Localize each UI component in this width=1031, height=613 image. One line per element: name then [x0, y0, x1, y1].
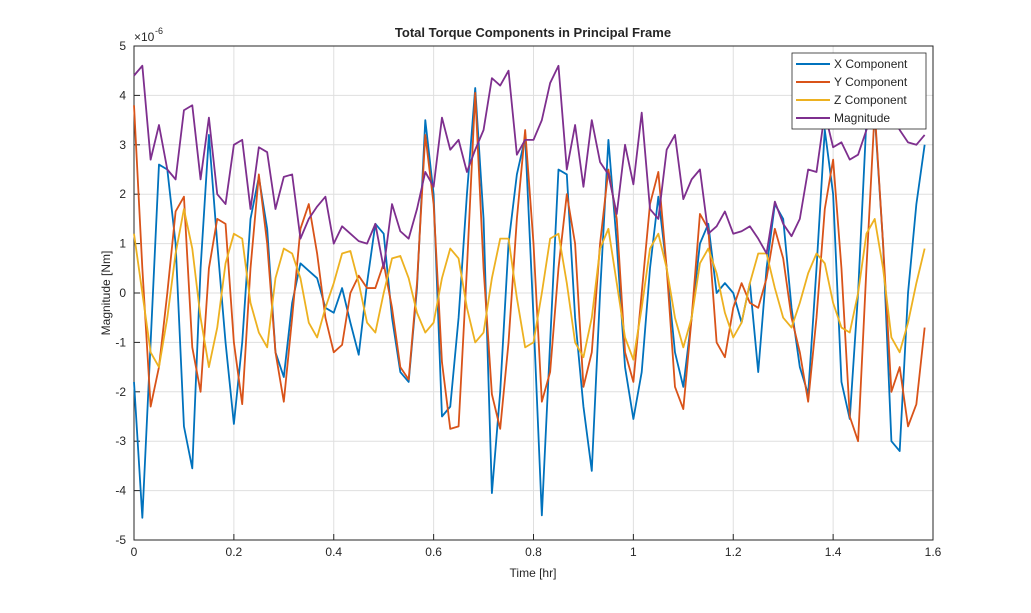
- x-tick-label: 0.4: [325, 545, 342, 559]
- x-tick-label: 1.6: [925, 545, 942, 559]
- x-tick-label: 0.8: [525, 545, 542, 559]
- y-tick-label: 4: [119, 88, 126, 102]
- y-multiplier-exponent: -6: [155, 26, 163, 36]
- y-tick-label: -5: [115, 533, 126, 547]
- x-tick-label: 0.6: [425, 545, 442, 559]
- legend-label: Magnitude: [834, 111, 890, 125]
- y-tick-label: 3: [119, 138, 126, 152]
- x-axis-label: Time [hr]: [510, 566, 557, 580]
- x-tick-label: 1: [630, 545, 637, 559]
- legend-box: [791, 52, 927, 130]
- x-tick-label: 0.2: [226, 545, 243, 559]
- y-tick-label: 1: [119, 237, 126, 251]
- y-multiplier: ×10: [134, 30, 155, 44]
- y-tick-label: 0: [119, 286, 126, 300]
- series-line: [133, 87, 926, 519]
- y-tick-label: -2: [115, 385, 126, 399]
- series-line: [133, 208, 926, 368]
- x-tick-label: 1.2: [725, 545, 742, 559]
- x-tick-label: 1.4: [825, 545, 842, 559]
- legend-label: Z Component: [834, 93, 907, 107]
- chart-title: Total Torque Components in Principal Fra…: [395, 25, 671, 40]
- y-tick-label: -1: [115, 335, 126, 349]
- y-tick-label: 5: [119, 39, 126, 53]
- legend-label: X Component: [834, 57, 908, 71]
- x-tick-label: 0: [131, 545, 138, 559]
- series-line: [133, 64, 926, 270]
- axes-box: [133, 45, 934, 541]
- y-tick-label: 2: [119, 187, 126, 201]
- y-axis-label: Magnitude [Nm]: [99, 251, 113, 336]
- y-tick-label: -3: [115, 434, 126, 448]
- y-tick-label: -4: [115, 484, 126, 498]
- legend-label: Y Component: [834, 75, 908, 89]
